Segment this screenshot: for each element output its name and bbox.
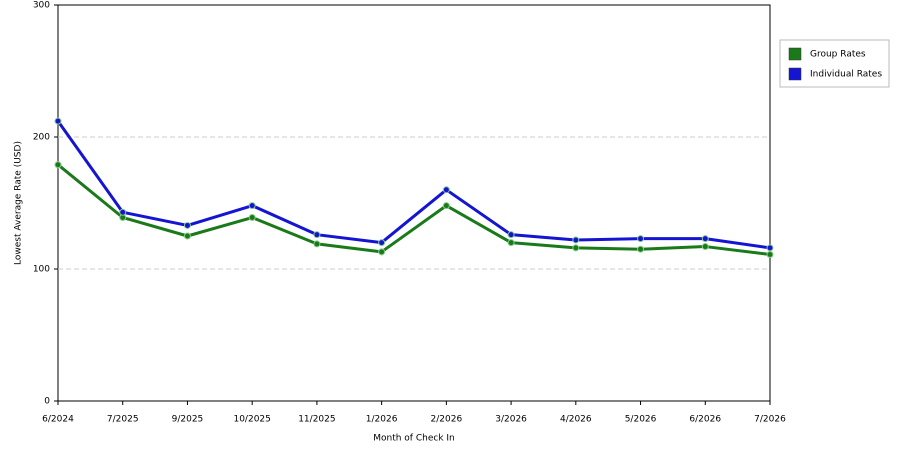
legend-label: Individual Rates: [810, 70, 882, 80]
point: [442, 202, 450, 210]
point: [378, 239, 386, 247]
x-tick-label: 1/2026: [366, 415, 398, 425]
y-tick-label: 100: [33, 265, 50, 275]
x-tick-label: 11/2025: [298, 415, 335, 425]
legend-swatch: [788, 47, 802, 61]
point: [442, 186, 450, 194]
x-tick-label: 6/2024: [42, 415, 74, 425]
plot-area: [57, 4, 771, 402]
point: [637, 245, 645, 253]
point: [572, 244, 580, 252]
point: [313, 231, 321, 239]
point: [766, 244, 774, 252]
point: [637, 235, 645, 243]
point: [119, 208, 127, 216]
series-line: [56, 120, 771, 250]
point: [54, 161, 62, 169]
x-tick-label: 10/2025: [233, 415, 270, 425]
point: [313, 240, 321, 248]
x-tick-label: 7/2025: [107, 415, 139, 425]
point: [378, 248, 386, 256]
point: [766, 250, 774, 258]
y-axis-label: Lowest Average Rate (USD): [14, 141, 24, 265]
x-tick-label: 7/2026: [754, 415, 786, 425]
point: [507, 239, 515, 247]
series-line: [57, 163, 771, 256]
point: [248, 214, 256, 222]
y-tick-label: 0: [44, 397, 50, 407]
point: [701, 235, 709, 243]
legend-swatch: [788, 67, 802, 81]
point: [183, 221, 191, 229]
point: [183, 232, 191, 240]
x-axis-label: Month of Check In: [373, 434, 455, 444]
point: [701, 243, 709, 251]
x-tick-label: 6/2026: [689, 415, 721, 425]
y-tick-label: 300: [33, 1, 50, 11]
point: [248, 202, 256, 210]
point: [507, 231, 515, 239]
point: [572, 236, 580, 244]
x-tick-label: 5/2026: [625, 415, 657, 425]
x-tick-label: 2/2026: [431, 415, 463, 425]
y-tick-label: 200: [33, 133, 50, 143]
x-tick-label: 9/2025: [172, 415, 204, 425]
x-tick-label: 3/2026: [495, 415, 527, 425]
point: [54, 117, 62, 125]
legend-label: Group Rates: [810, 50, 866, 60]
x-tick-label: 4/2026: [560, 415, 592, 425]
